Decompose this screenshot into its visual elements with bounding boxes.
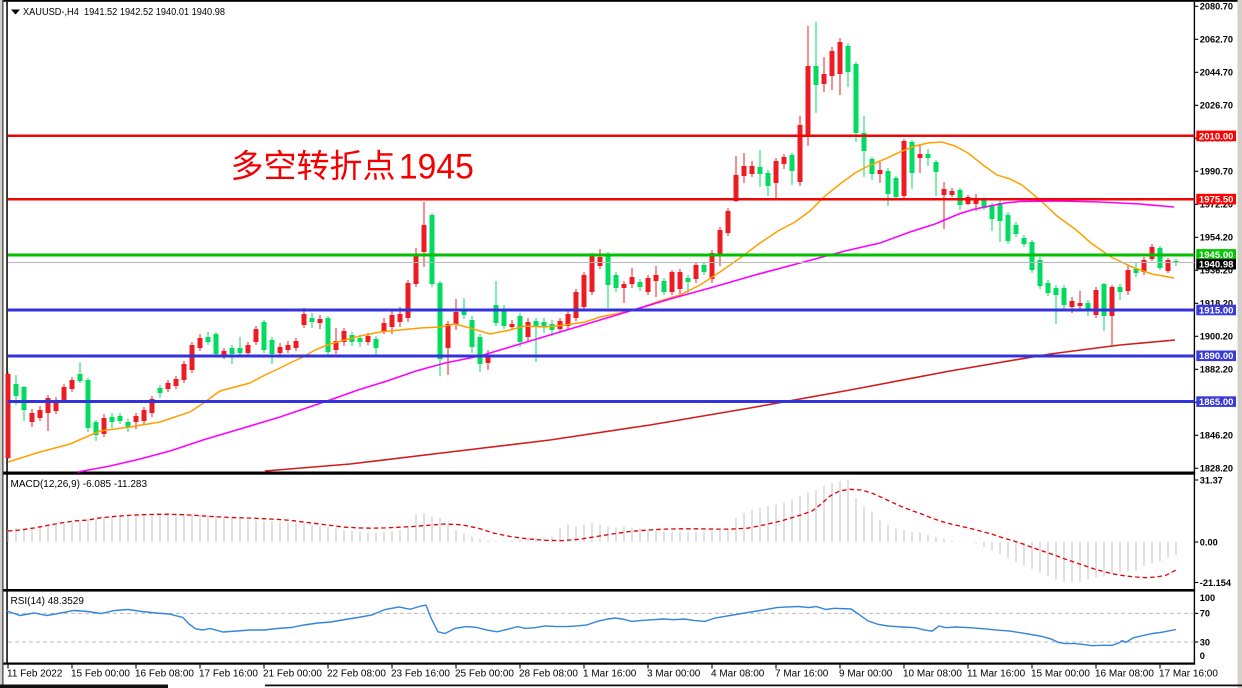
svg-text:16 Mar 08:00: 16 Mar 08:00 — [1095, 669, 1154, 680]
svg-text:15 Mar 00:00: 15 Mar 00:00 — [1031, 669, 1090, 680]
svg-text:4 Mar 08:00: 4 Mar 08:00 — [711, 669, 765, 680]
svg-text:1918.20: 1918.20 — [1200, 299, 1233, 309]
svg-text:1890.00: 1890.00 — [1199, 351, 1234, 361]
svg-text:1990.70: 1990.70 — [1200, 167, 1233, 177]
svg-text:10 Mar 08:00: 10 Mar 08:00 — [903, 669, 962, 680]
svg-text:1975.50: 1975.50 — [1199, 195, 1234, 205]
svg-text:1882.20: 1882.20 — [1200, 365, 1233, 375]
svg-text:11 Feb 2022: 11 Feb 2022 — [7, 669, 63, 680]
svg-text:1828.20: 1828.20 — [1200, 464, 1233, 474]
svg-text:16 Feb 08:00: 16 Feb 08:00 — [135, 669, 194, 680]
svg-text:17 Mar 16:00: 17 Mar 16:00 — [1159, 669, 1218, 680]
svg-text:2062.70: 2062.70 — [1200, 35, 1233, 45]
svg-text:2026.70: 2026.70 — [1200, 101, 1233, 111]
svg-text:30: 30 — [1200, 637, 1210, 647]
svg-text:2080.70: 2080.70 — [1200, 2, 1233, 12]
svg-text:1940.98: 1940.98 — [1199, 260, 1234, 270]
svg-text:28 Feb 08:00: 28 Feb 08:00 — [519, 669, 578, 680]
svg-text:1945: 1945 — [399, 147, 474, 186]
svg-text:11 Mar 16:00: 11 Mar 16:00 — [967, 669, 1026, 680]
svg-text:1915.00: 1915.00 — [1199, 305, 1234, 315]
svg-text:MACD(12,26,9) -6.085 -11.283: MACD(12,26,9) -6.085 -11.283 — [11, 479, 148, 490]
svg-text:1945.00: 1945.00 — [1199, 250, 1234, 260]
svg-text:RSI(14) 48.3529: RSI(14) 48.3529 — [11, 596, 85, 607]
svg-text:70: 70 — [1200, 609, 1210, 619]
svg-text:0.00: 0.00 — [1200, 537, 1218, 547]
svg-text:7 Mar 16:00: 7 Mar 16:00 — [775, 669, 829, 680]
svg-text:1936.20: 1936.20 — [1200, 266, 1233, 276]
svg-text:100: 100 — [1200, 593, 1215, 603]
svg-text:1954.20: 1954.20 — [1200, 233, 1233, 243]
svg-text:XAUUSD-,H4 1941.52 1942.52 19: XAUUSD-,H4 1941.52 1942.52 1940.01 1940.… — [23, 7, 225, 18]
svg-text:2044.70: 2044.70 — [1200, 68, 1233, 78]
svg-text:9 Mar 00:00: 9 Mar 00:00 — [839, 669, 893, 680]
svg-text:21 Feb 00:00: 21 Feb 00:00 — [263, 669, 322, 680]
svg-text:23 Feb 16:00: 23 Feb 16:00 — [391, 669, 450, 680]
svg-text:31.37: 31.37 — [1200, 475, 1223, 485]
svg-text:0: 0 — [1200, 651, 1205, 661]
svg-text:22 Feb 08:00: 22 Feb 08:00 — [327, 669, 386, 680]
svg-text:1972.20: 1972.20 — [1200, 200, 1233, 210]
svg-text:1846.20: 1846.20 — [1200, 431, 1233, 441]
svg-text:2010.00: 2010.00 — [1199, 131, 1234, 141]
svg-text:1865.00: 1865.00 — [1199, 397, 1234, 407]
svg-text:3 Mar 00:00: 3 Mar 00:00 — [647, 669, 701, 680]
svg-text:17 Feb 16:00: 17 Feb 16:00 — [199, 669, 258, 680]
svg-text:-21.154: -21.154 — [1200, 578, 1232, 588]
svg-text:1900.20: 1900.20 — [1200, 332, 1233, 342]
svg-text:15 Feb 00:00: 15 Feb 00:00 — [71, 669, 130, 680]
svg-text:25 Feb 00:00: 25 Feb 00:00 — [455, 669, 514, 680]
svg-text:1 Mar 16:00: 1 Mar 16:00 — [583, 669, 637, 680]
